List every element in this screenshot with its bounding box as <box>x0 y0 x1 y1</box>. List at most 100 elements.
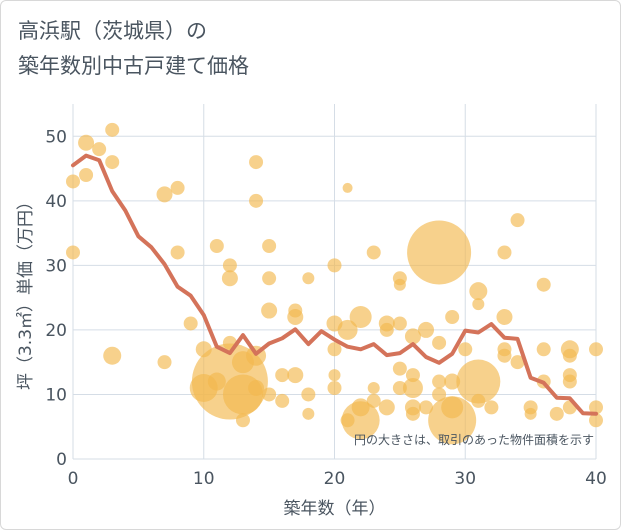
x-tick-label: 40 <box>585 469 607 489</box>
bubble-point <box>510 355 525 370</box>
bubble-point <box>328 369 341 382</box>
bubble-point <box>469 282 488 301</box>
bubble-size-note: 円の大きさは、取引のあった物件面積を示す <box>354 432 594 447</box>
x-tick-label: 10 <box>193 469 215 489</box>
grid-lines <box>72 104 597 460</box>
bubble-point <box>349 306 372 328</box>
bubble-point <box>183 316 198 331</box>
bubble-point <box>484 400 499 415</box>
bubble-point <box>510 213 525 228</box>
bubble-point <box>497 245 512 260</box>
bubble-point <box>471 393 486 408</box>
bubble-point <box>405 406 420 421</box>
bubble-point <box>407 220 472 285</box>
bubble-point <box>432 335 447 350</box>
bubble-point <box>432 387 447 402</box>
bubble-point <box>327 258 342 273</box>
bubble-point <box>157 355 172 370</box>
bubble-point <box>156 186 173 203</box>
bubble-point <box>428 396 477 445</box>
bubble-point <box>327 381 342 395</box>
bubble-point <box>392 381 407 395</box>
bubble-point <box>337 319 358 340</box>
bubble-point <box>392 361 407 376</box>
bubble-point <box>103 346 122 365</box>
bubble-point <box>287 309 304 325</box>
bubble-point <box>249 155 264 170</box>
bubble-point <box>248 380 265 396</box>
bubble-point <box>472 298 485 311</box>
bubble-point <box>302 407 315 420</box>
bubble-point <box>221 270 238 287</box>
bubble-point <box>444 373 461 390</box>
bubble-point <box>549 406 564 421</box>
y-axis-label: 坪（3.3㎡）単価（万円） <box>16 193 36 390</box>
bubble-point <box>275 393 290 408</box>
bubble-point <box>342 182 353 193</box>
bubble-point <box>392 316 407 331</box>
bubble-point <box>562 374 577 389</box>
bubble-point <box>170 180 185 195</box>
average-price-line <box>71 153 598 416</box>
bubble-point <box>327 342 342 357</box>
bubble-point <box>366 393 381 408</box>
bubble-point <box>445 310 460 324</box>
bubble-point <box>536 342 551 357</box>
bubble-point <box>402 378 423 398</box>
bubble-point <box>287 367 304 384</box>
y-tick-label: 50 <box>45 127 67 147</box>
bubble-point <box>536 277 551 292</box>
x-tick-label: 0 <box>68 469 79 489</box>
bubble-point <box>497 348 512 363</box>
bubble-point <box>524 407 537 420</box>
bubble-point <box>589 400 603 415</box>
bubble-point <box>262 271 277 286</box>
y-tick-label: 20 <box>45 321 67 341</box>
chart-title: 高浜駅（茨城県）の 築年数別中古戸建て価格 <box>18 14 249 84</box>
bubble-point <box>404 328 421 345</box>
bubble-point <box>222 258 237 273</box>
bubble-point <box>405 368 420 383</box>
x-tick-label: 20 <box>324 469 346 489</box>
bubble-point <box>261 302 278 319</box>
average-line-series <box>71 153 598 416</box>
chart-title-line2: 築年数別中古戸建て価格 <box>18 54 249 78</box>
bubble-point <box>170 245 185 260</box>
bubble-point <box>562 348 577 363</box>
x-tick-label: 30 <box>454 469 476 489</box>
chart-title-line1: 高浜駅（茨城県）の <box>18 19 207 43</box>
bubble-point <box>66 174 80 189</box>
bubble-point <box>105 155 120 170</box>
bubble-point <box>393 278 406 291</box>
y-tick-label: 30 <box>45 256 67 276</box>
bubble-point <box>432 374 447 389</box>
y-tick-label: 0 <box>56 450 67 470</box>
y-tick-label: 40 <box>45 192 67 212</box>
bubble-point <box>79 168 94 182</box>
bubble-point <box>66 245 80 260</box>
bubble-point <box>589 342 603 357</box>
bubble-point <box>341 401 380 440</box>
bubble-point <box>209 239 224 253</box>
bubble-point <box>275 368 290 383</box>
bubble-point <box>78 134 95 151</box>
bubble-point <box>496 309 513 325</box>
bubble-point <box>458 342 473 357</box>
bubble-point <box>589 413 603 428</box>
bubble-point <box>378 399 395 416</box>
bubble-point <box>262 387 277 402</box>
bubble-point <box>302 272 315 285</box>
bubble-point <box>366 245 381 260</box>
y-tick-label: 10 <box>45 385 67 405</box>
bubble-point <box>262 239 277 253</box>
bubble-point <box>249 193 264 208</box>
bubble-point <box>419 400 434 415</box>
bubble-point <box>301 387 316 402</box>
bubble-point <box>367 382 380 394</box>
bubble-point <box>418 321 435 338</box>
bubble-point <box>235 413 250 428</box>
bubble-point <box>379 322 394 337</box>
axis-ticks: 0 10 20 30 40 0 10 20 30 40 50 <box>45 127 606 489</box>
x-axis-label: 築年数（年） <box>284 499 386 519</box>
